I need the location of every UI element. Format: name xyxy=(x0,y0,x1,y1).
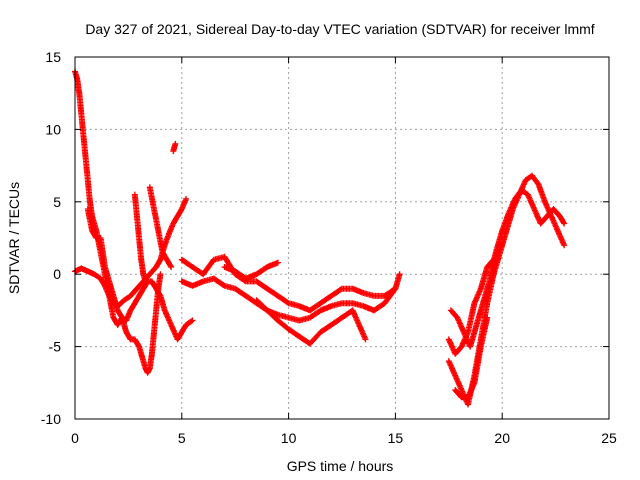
series-trace-12 xyxy=(452,314,491,401)
y-tick-label: -5 xyxy=(49,339,62,355)
data-point-markers xyxy=(178,253,403,314)
x-axis-label: GPS time / hours xyxy=(287,458,394,474)
data-point-markers xyxy=(131,140,179,285)
y-axis-label: SDTVAR / TECUs xyxy=(6,182,22,294)
plot-frame xyxy=(74,56,610,420)
axis-ticks: 0 5 10 15 20 25 -10 -5 0 5 10 15 xyxy=(41,49,617,446)
data-point-markers xyxy=(452,314,491,401)
y-tick-label: -10 xyxy=(41,411,61,427)
series-trace-11 xyxy=(445,242,504,357)
series-trace-5 xyxy=(178,253,403,314)
y-tick-label: 10 xyxy=(45,121,61,137)
chart-title: Day 327 of 2021, Sidereal Day-to-day VTE… xyxy=(85,21,594,37)
data-point-markers xyxy=(253,297,369,347)
y-tick-label: 5 xyxy=(53,194,61,210)
x-tick-label: 0 xyxy=(71,430,79,446)
x-tick-label: 10 xyxy=(281,430,297,446)
data-point-markers xyxy=(445,242,504,357)
data-points xyxy=(72,68,568,408)
x-tick-label: 15 xyxy=(388,430,404,446)
series-trace-4 xyxy=(131,140,179,285)
x-tick-label: 25 xyxy=(601,430,617,446)
data-point-markers xyxy=(221,259,281,282)
data-point-markers xyxy=(178,275,399,324)
series-trace-7 xyxy=(253,297,369,347)
y-tick-label: 15 xyxy=(45,49,61,65)
data-point-markers xyxy=(84,206,196,343)
x-tick-label: 20 xyxy=(494,430,510,446)
series-trace-8 xyxy=(221,259,281,282)
x-tick-label: 5 xyxy=(178,430,186,446)
y-tick-label: 0 xyxy=(53,266,61,282)
series-trace-3 xyxy=(84,206,196,343)
series-trace-6 xyxy=(178,275,399,324)
grid xyxy=(75,57,609,419)
